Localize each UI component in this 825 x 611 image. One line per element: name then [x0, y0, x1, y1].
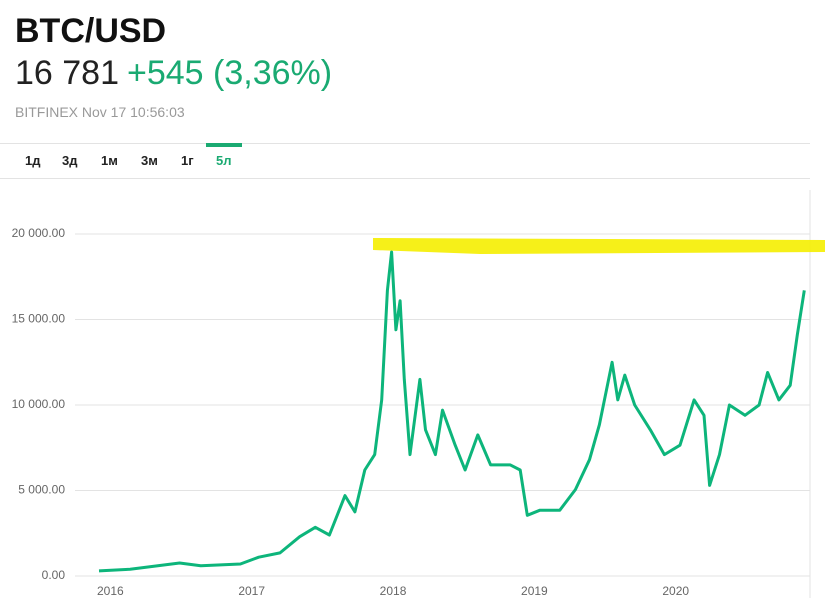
highlight-band	[373, 238, 825, 254]
period-tab[interactable]: 1д	[25, 153, 41, 168]
x-tick-label: 2017	[238, 584, 265, 598]
period-tab[interactable]: 1м	[101, 153, 118, 168]
y-tick-label: 10 000.00	[12, 397, 66, 411]
ticker-title: BTC/USD	[15, 12, 167, 50]
period-tab[interactable]: 3м	[141, 153, 158, 168]
x-tick-label: 2018	[380, 584, 407, 598]
y-tick-label: 20 000.00	[12, 226, 66, 240]
quote-source: BITFINEX Nov 17 10:56:03	[15, 104, 185, 120]
period-tab[interactable]: 3д	[62, 153, 78, 168]
x-tick-label: 2020	[662, 584, 689, 598]
quote: 16 781 +545 (3,36%)	[15, 54, 332, 93]
period-tabs: 1д 3д 1м 3м 1г 5л	[0, 143, 810, 179]
price: 16 781	[15, 54, 119, 92]
x-tick-label: 2016	[97, 584, 124, 598]
price-line	[98, 250, 806, 573]
period-tab-active[interactable]: 5л	[206, 143, 241, 168]
y-tick-label: 0.00	[42, 568, 66, 582]
y-tick-label: 15 000.00	[12, 312, 66, 326]
period-tab[interactable]: 1г	[181, 153, 194, 168]
y-tick-label: 5 000.00	[18, 483, 65, 497]
x-tick-label: 2019	[521, 584, 548, 598]
price-change: +545 (3,36%)	[127, 54, 333, 92]
